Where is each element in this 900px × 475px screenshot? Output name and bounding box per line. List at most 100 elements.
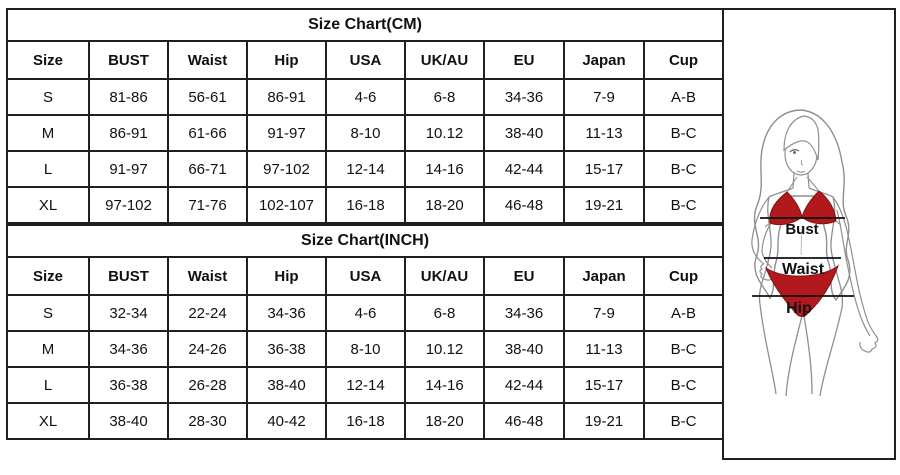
value-cell: 38-40 <box>483 330 565 368</box>
value-cell: 102-107 <box>246 186 327 224</box>
hair-bangs <box>783 115 820 161</box>
size-cell: M <box>6 114 90 152</box>
value-cell: 34-36 <box>483 78 565 116</box>
column-header-size: Size <box>6 40 90 80</box>
value-cell: 86-91 <box>246 78 327 116</box>
value-cell: 11-13 <box>563 114 645 152</box>
value-cell: 42-44 <box>483 150 565 188</box>
column-header-eu: EU <box>483 40 565 80</box>
bikini-top <box>764 176 842 228</box>
value-cell: 15-17 <box>563 150 645 188</box>
size-tables: Size Chart(CM) Size BUST Waist Hip USA UK/AU EU… <box>5 8 725 440</box>
value-cell: 15-17 <box>563 366 645 404</box>
column-header-usa: USA <box>325 256 406 296</box>
column-header-bust: BUST <box>88 40 169 80</box>
value-cell: 34-36 <box>88 330 169 368</box>
size-chart-cm-table: Size Chart(CM) Size BUST Waist Hip USA UK/AU EU… <box>5 8 725 224</box>
size-cell: M <box>6 330 90 368</box>
value-cell: 10.12 <box>404 114 485 152</box>
bust-label: Bust <box>785 221 818 238</box>
value-cell: 19-21 <box>563 402 645 440</box>
column-header-waist: Waist <box>167 256 248 296</box>
value-cell: 81-86 <box>88 78 169 116</box>
value-cell: 6-8 <box>404 294 485 332</box>
value-cell: 14-16 <box>404 366 485 404</box>
value-cell: 16-18 <box>325 186 406 224</box>
value-cell: 40-42 <box>246 402 327 440</box>
value-cell: 61-66 <box>167 114 248 152</box>
column-header-cup: Cup <box>642 40 725 80</box>
waist-label: Waist <box>782 261 825 278</box>
value-cell: 91-97 <box>246 114 327 152</box>
bikini-straps <box>764 176 842 228</box>
measurement-figure: Bust Waist Hip <box>751 109 879 397</box>
column-header-size: Size <box>6 256 90 296</box>
column-header-usa: USA <box>325 40 406 80</box>
size-cell: XL <box>6 186 90 224</box>
value-cell: 32-34 <box>88 294 169 332</box>
table-row: XL 38-40 28-30 40-42 16-18 18-20 46-48 19-21 B-C <box>6 402 725 440</box>
value-cell: 8-10 <box>325 330 406 368</box>
value-cell: 97-102 <box>88 186 169 224</box>
size-cell: S <box>6 78 90 116</box>
value-cell: B-C <box>642 402 725 440</box>
value-cell: 34-36 <box>483 294 565 332</box>
column-header-eu: EU <box>483 256 565 296</box>
column-header-hip: Hip <box>246 256 327 296</box>
table-row: L 36-38 26-28 38-40 12-14 14-16 42-44 15-17 B-C <box>6 366 725 404</box>
sternum-line <box>800 225 803 256</box>
value-cell: 11-13 <box>563 330 645 368</box>
value-cell: A-B <box>642 294 725 332</box>
column-header-uk-au: UK/AU <box>404 40 485 80</box>
value-cell: B-C <box>642 366 725 404</box>
column-header-japan: Japan <box>563 40 645 80</box>
value-cell: 86-91 <box>88 114 169 152</box>
value-cell: B-C <box>642 114 725 152</box>
table-title: Size Chart(INCH) <box>5 224 725 258</box>
value-cell: 38-40 <box>88 402 169 440</box>
value-cell: 8-10 <box>325 114 406 152</box>
table-title: Size Chart(CM) <box>5 8 725 42</box>
value-cell: 38-40 <box>246 366 327 404</box>
value-cell: 91-97 <box>88 150 169 188</box>
value-cell: 18-20 <box>404 186 485 224</box>
value-cell: B-C <box>642 186 725 224</box>
nose <box>800 159 804 166</box>
table-row: XL 97-102 71-76 102-107 16-18 18-20 46-48 19-21… <box>6 186 725 224</box>
bikini-bottom <box>764 264 840 317</box>
value-cell: 7-9 <box>563 294 645 332</box>
lips <box>796 170 806 173</box>
value-cell: 14-16 <box>404 150 485 188</box>
value-cell: 12-14 <box>325 150 406 188</box>
value-cell: 97-102 <box>246 150 327 188</box>
column-header-hip: Hip <box>246 40 327 80</box>
value-cell: 24-26 <box>167 330 248 368</box>
size-cell: XL <box>6 402 90 440</box>
value-cell: 46-48 <box>483 402 565 440</box>
table-row: M 86-91 61-66 91-97 8-10 10.12 38-40 11-13 B-C <box>6 114 725 152</box>
value-cell: 26-28 <box>167 366 248 404</box>
column-header-cup: Cup <box>642 256 725 296</box>
hip-label: Hip <box>786 300 812 317</box>
table-row: S 32-34 22-24 34-36 4-6 6-8 34-36 7-9 A-B <box>6 294 725 332</box>
value-cell: 6-8 <box>404 78 485 116</box>
value-cell: 18-20 <box>404 402 485 440</box>
value-cell: 28-30 <box>167 402 248 440</box>
value-cell: 22-24 <box>167 294 248 332</box>
value-cell: 10.12 <box>404 330 485 368</box>
value-cell: 19-21 <box>563 186 645 224</box>
value-cell: 38-40 <box>483 114 565 152</box>
hair-outline <box>753 109 851 302</box>
pupil <box>793 151 796 154</box>
value-cell: B-C <box>642 150 725 188</box>
value-cell: 4-6 <box>325 294 406 332</box>
column-header-waist: Waist <box>167 40 248 80</box>
value-cell: 16-18 <box>325 402 406 440</box>
column-header-japan: Japan <box>563 256 645 296</box>
table-row: M 34-36 24-26 36-38 8-10 10.12 38-40 11-13 B-C <box>6 330 725 368</box>
size-cell: L <box>6 366 90 404</box>
table-row: S 81-86 56-61 86-91 4-6 6-8 34-36 7-9 A-B <box>6 78 725 116</box>
size-cell: L <box>6 150 90 188</box>
size-chart-inch-table: Size Chart(INCH) Size BUST Waist Hip USA UK/AU… <box>5 224 725 440</box>
